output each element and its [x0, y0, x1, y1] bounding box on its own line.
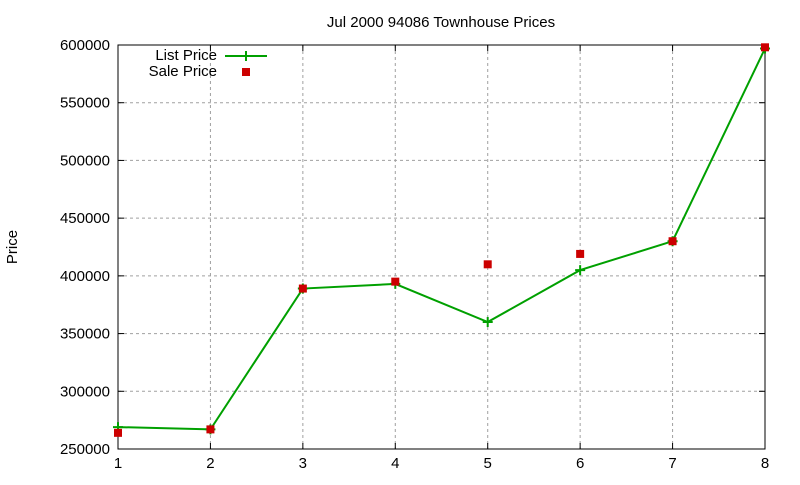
y-tick-label: 550000	[60, 95, 110, 112]
axes	[117, 44, 766, 450]
y-tick-label: 300000	[60, 383, 110, 400]
x-tick-label: 2	[206, 455, 214, 472]
x-tick-label: 8	[761, 455, 769, 472]
legend-label: List Price	[155, 47, 217, 64]
list-price-line	[117, 48, 766, 431]
x-tick-label: 4	[391, 455, 399, 472]
plot-border	[117, 44, 766, 450]
plus-marker-icon	[482, 317, 493, 328]
legend-label: Sale Price	[149, 63, 217, 80]
square-marker-icon	[576, 249, 585, 258]
square-marker-icon	[483, 260, 492, 269]
y-tick-label: 350000	[60, 326, 110, 343]
y-tick-label: 250000	[60, 441, 110, 458]
y-tick-label: 600000	[60, 37, 110, 54]
square-marker-icon	[206, 425, 215, 434]
square-marker-icon	[668, 237, 677, 246]
square-marker-icon	[298, 284, 307, 293]
chart-title: Jul 2000 94086 Townhouse Prices	[327, 14, 555, 31]
x-tick-label: 6	[576, 455, 584, 472]
y-tick-label: 500000	[60, 152, 110, 169]
square-marker-icon	[242, 68, 250, 76]
y-axis-label: Price	[4, 230, 21, 264]
plus-marker-icon	[241, 51, 251, 61]
data-series	[113, 43, 770, 437]
plus-marker-icon	[575, 265, 586, 276]
x-tick-label: 7	[668, 455, 676, 472]
square-marker-icon	[391, 277, 400, 286]
x-tick-label: 1	[114, 455, 122, 472]
square-marker-icon	[761, 43, 769, 52]
tick-labels: 250000 300000 350000 400000 450000 500000 5500…	[60, 37, 769, 472]
square-marker-icon	[114, 428, 122, 437]
x-tick-label: 5	[484, 455, 492, 472]
y-tick-label: 400000	[60, 268, 110, 285]
y-tick-label: 450000	[60, 210, 110, 227]
x-tick-label: 3	[299, 455, 307, 472]
grid-lines	[118, 45, 765, 449]
